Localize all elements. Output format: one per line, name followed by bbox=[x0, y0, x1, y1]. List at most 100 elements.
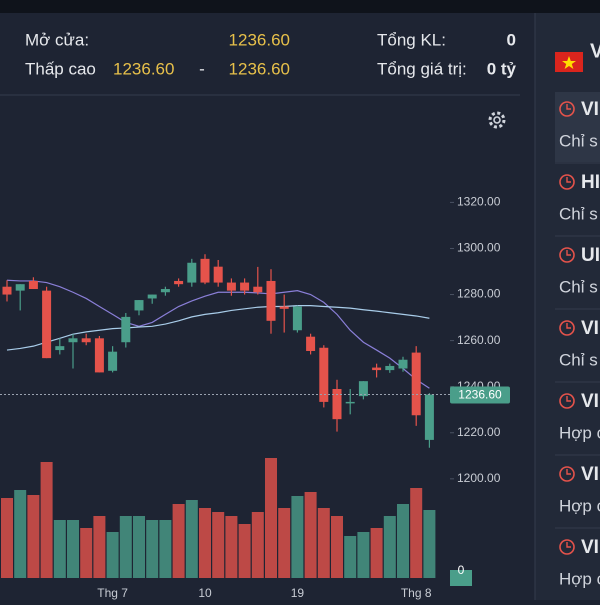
sidebar-item[interactable]: HI Chỉ s bbox=[555, 162, 600, 223]
candle-body bbox=[108, 351, 118, 371]
candle-body bbox=[2, 286, 12, 295]
sidebar-item[interactable]: VI Hợp c bbox=[555, 454, 600, 515]
last-price-label: 1236.60 bbox=[458, 388, 502, 402]
candle-body bbox=[147, 294, 157, 299]
clock-icon bbox=[559, 101, 575, 117]
volume-bar bbox=[410, 488, 423, 578]
label: Mở cửa: bbox=[25, 30, 89, 49]
candle-body bbox=[94, 338, 104, 373]
gear-center bbox=[493, 116, 501, 124]
volume-bar bbox=[133, 516, 145, 578]
sidebar-item[interactable]: UI Chỉ s bbox=[555, 235, 600, 296]
top-strip bbox=[0, 0, 600, 13]
candle-body bbox=[319, 347, 329, 402]
clock-hands bbox=[566, 250, 571, 256]
volume-bar bbox=[317, 508, 330, 578]
y-tick-label: 1300.00 bbox=[457, 241, 501, 255]
volume-bar bbox=[344, 536, 357, 578]
candle-body bbox=[398, 359, 408, 369]
clock-icon bbox=[559, 466, 575, 482]
volume-bar bbox=[370, 528, 383, 578]
item-code: HI bbox=[581, 172, 600, 193]
sidebar-item[interactable]: VI Chỉ s bbox=[555, 308, 600, 369]
volume-tick-box bbox=[450, 570, 472, 586]
clock-hands bbox=[566, 542, 571, 548]
candle-body bbox=[253, 286, 263, 293]
flag-text: V bbox=[590, 40, 600, 62]
volume-bar bbox=[265, 458, 277, 578]
clock-hands bbox=[566, 469, 571, 475]
candle-body bbox=[266, 280, 276, 321]
gear-teeth bbox=[488, 111, 506, 129]
item-code: VI bbox=[581, 318, 599, 339]
x-tick-label: 10 bbox=[198, 586, 212, 600]
item-code: VI bbox=[581, 99, 599, 120]
volume-bar bbox=[251, 512, 264, 578]
candle-body bbox=[15, 284, 25, 291]
clock-icon bbox=[559, 320, 575, 336]
candle-body bbox=[306, 336, 316, 351]
volume-bar bbox=[278, 508, 291, 578]
candle-body bbox=[279, 306, 289, 309]
value: 1236.60 bbox=[113, 59, 174, 78]
y-tick-label: 1260.00 bbox=[457, 333, 501, 347]
clock-hands bbox=[566, 177, 571, 183]
clock-icon bbox=[559, 174, 575, 190]
value: 1236.60 bbox=[229, 30, 290, 49]
volume-bar bbox=[357, 532, 370, 578]
ma-line bbox=[6, 279, 430, 389]
volume-bar bbox=[1, 498, 13, 578]
candle-body bbox=[411, 352, 421, 416]
volume-bar bbox=[423, 510, 436, 578]
candle-body bbox=[160, 289, 170, 293]
item-code: VI bbox=[581, 537, 599, 558]
x-tick-label: 19 bbox=[291, 586, 305, 600]
candle-body bbox=[332, 388, 342, 420]
volume-bar bbox=[93, 516, 106, 578]
last-price-box bbox=[450, 386, 510, 404]
volume-bar bbox=[225, 516, 238, 578]
candle-body bbox=[134, 300, 144, 311]
sidebar-item[interactable]: VI Hợp c bbox=[555, 381, 600, 442]
volume-bar bbox=[27, 495, 40, 578]
volume-bar bbox=[212, 512, 225, 578]
volume-bar bbox=[304, 492, 317, 578]
y-tick-label: 1200.00 bbox=[457, 471, 501, 485]
item-code: VI bbox=[581, 464, 599, 485]
volume-bar bbox=[185, 500, 198, 578]
candle-body bbox=[42, 290, 52, 359]
candle-body bbox=[213, 266, 223, 283]
candle-body bbox=[174, 280, 184, 285]
candle-body bbox=[200, 258, 210, 283]
clock-icon bbox=[559, 247, 575, 263]
candle-body bbox=[240, 282, 250, 291]
candle-body bbox=[68, 338, 78, 343]
value: 1236.60 bbox=[229, 59, 290, 78]
item-desc: Hợp c bbox=[559, 569, 600, 588]
clock-icon bbox=[559, 393, 575, 409]
candle-body bbox=[372, 367, 382, 371]
flag-star bbox=[562, 56, 576, 69]
label: Tổng KL: bbox=[377, 30, 446, 49]
clock-hands bbox=[566, 104, 571, 110]
volume-bar bbox=[14, 490, 27, 578]
sidebar-item[interactable]: VI Hợp c bbox=[555, 527, 600, 588]
candle-body bbox=[81, 338, 91, 343]
volume-bar bbox=[40, 462, 53, 578]
candle-body bbox=[55, 346, 65, 351]
y-tick-label: 1320.00 bbox=[457, 195, 501, 209]
candle-body bbox=[226, 282, 236, 291]
volume-bar bbox=[159, 520, 172, 578]
x-tick-label: Thg 7 bbox=[97, 586, 128, 600]
separator-text: - bbox=[199, 59, 205, 78]
volume-bar bbox=[291, 496, 304, 578]
candle-body bbox=[121, 316, 131, 343]
volume-bar bbox=[397, 504, 409, 578]
settings-icon[interactable] bbox=[488, 111, 506, 129]
sidebar-item[interactable]: VI Chỉ s bbox=[555, 92, 600, 162]
clock-hands bbox=[566, 323, 571, 329]
candle-body bbox=[358, 381, 368, 397]
candle-body bbox=[345, 401, 355, 404]
value: 0 tỷ bbox=[487, 59, 517, 78]
